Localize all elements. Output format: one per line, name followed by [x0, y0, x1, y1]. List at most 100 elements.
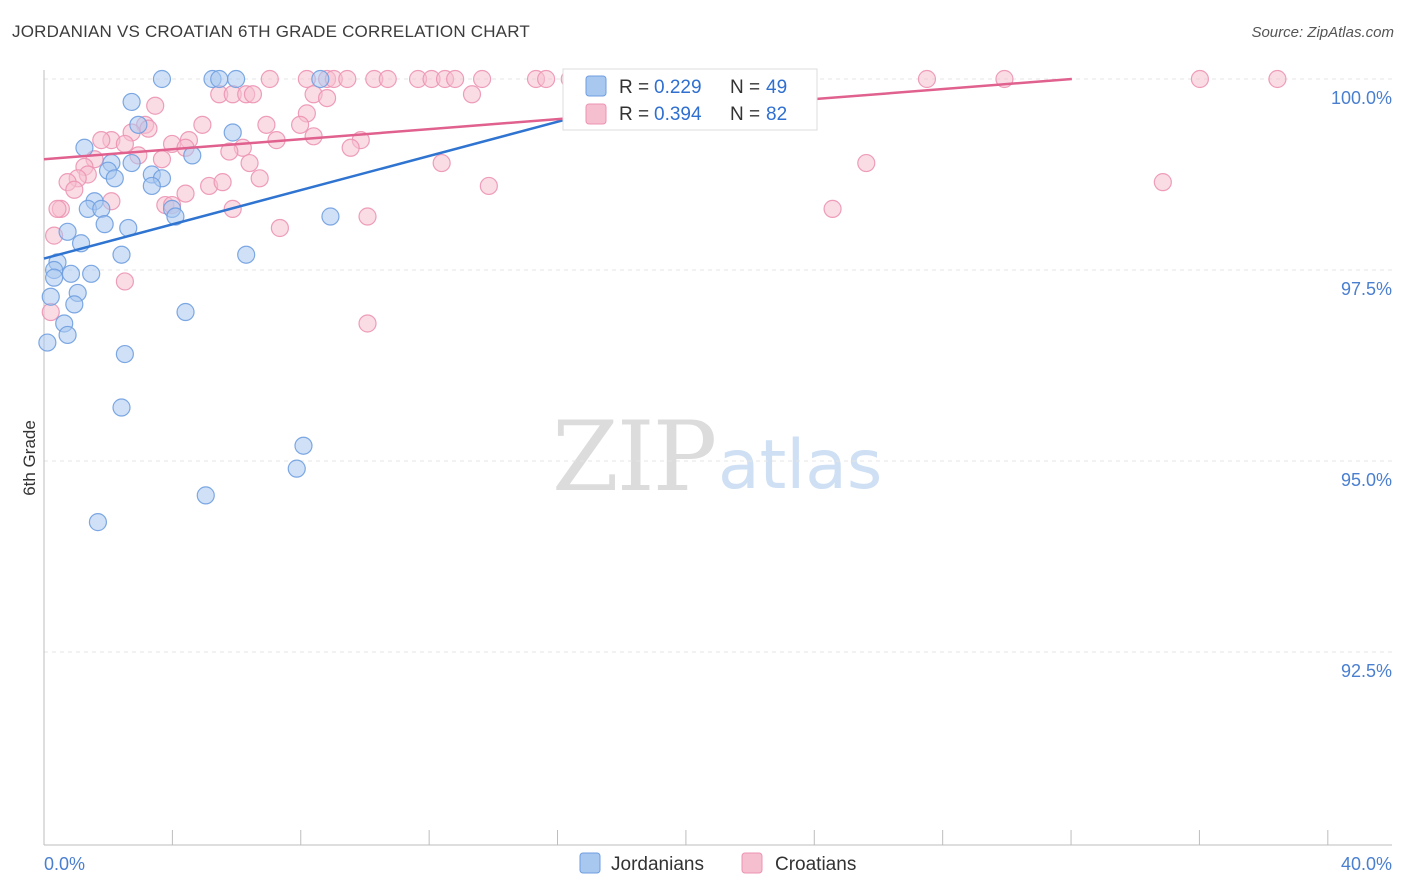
croatian-point: [446, 69, 465, 89]
jordanian-point: [112, 245, 131, 264]
source-label: Source: ZipAtlas.com: [1251, 24, 1394, 41]
jordanian-point: [129, 115, 148, 134]
x-tick-label-max: 40.0%: [1341, 854, 1392, 874]
croatian-point: [48, 199, 67, 218]
croatian-point: [260, 69, 279, 89]
croatian-point: [41, 302, 60, 322]
y-axis-tick-labels: 100.0% 97.5% 95.0% 92.5%: [1331, 88, 1392, 681]
jordanian-point: [75, 138, 94, 157]
jordanian-point: [210, 69, 229, 89]
croatian-point: [432, 153, 451, 173]
croatian-point: [473, 69, 492, 89]
jordanian-point: [95, 215, 114, 234]
croatian-trend-line: [43, 77, 1072, 161]
bottom-legend-label-croatians: Croatians: [775, 854, 856, 875]
bottom-legend-label-jordanians: Jordanians: [611, 854, 704, 875]
croatian-point: [270, 218, 289, 238]
legend-r-value-2: 0.394: [654, 104, 702, 125]
jordanian-point: [122, 92, 141, 112]
croatian-point: [341, 138, 360, 157]
croatian-point: [92, 131, 111, 150]
legend-n-label-1: N =: [730, 77, 760, 98]
croatian-point: [257, 115, 276, 134]
y-axis-label: 6th Grade: [20, 420, 39, 496]
jordanian-point: [45, 268, 64, 287]
jordanian-point: [294, 436, 313, 455]
croatian-point: [537, 69, 556, 89]
jordanian-point: [88, 513, 108, 532]
croatian-point: [917, 69, 937, 89]
jordanian-point: [115, 344, 134, 364]
croatian-point: [317, 88, 337, 108]
jordanian-point: [58, 325, 77, 345]
jordanian-point: [38, 333, 57, 352]
croatian-point: [358, 207, 377, 226]
jordanian-point: [226, 69, 246, 89]
y-tick-label: 100.0%: [1331, 88, 1392, 108]
croatian-point: [857, 153, 876, 173]
croatian-point: [65, 180, 84, 199]
x-axis-ticks: [171, 830, 1329, 845]
croatian-point: [823, 199, 842, 218]
jordanian-point: [112, 398, 131, 417]
trend-lines: [43, 77, 1072, 260]
jordanian-point: [223, 123, 242, 142]
croatian-point: [146, 96, 165, 115]
croatian-point: [243, 85, 263, 104]
legend-r-label-1: R =: [619, 77, 649, 98]
croatian-point: [115, 134, 134, 154]
y-tick-label: 97.5%: [1341, 279, 1392, 299]
legend-swatch-croatians: [585, 103, 607, 125]
jordanian-point: [321, 207, 340, 226]
jordanian-point: [176, 302, 195, 322]
jordanian-point: [92, 199, 111, 218]
croatian-point: [291, 115, 310, 134]
croatian-point: [193, 115, 212, 134]
jordanian-point: [82, 264, 101, 283]
croatian-point: [358, 314, 377, 333]
croatian-point: [1153, 173, 1172, 192]
legend-r-value-1: 0.229: [654, 77, 702, 98]
watermark-atlas: atlas: [718, 426, 882, 505]
jordanian-point: [152, 69, 172, 89]
croatian-point: [250, 169, 269, 188]
jordanian-point: [41, 287, 60, 306]
y-tick-label: 92.5%: [1341, 661, 1392, 681]
croatian-point: [479, 176, 498, 196]
jordanian-point: [311, 69, 330, 89]
jordanian-point: [142, 176, 161, 196]
x-tick-label-min: 0.0%: [44, 854, 85, 874]
y-tick-label: 95.0%: [1341, 470, 1392, 490]
croatian-point: [1268, 69, 1287, 89]
jordanian-point: [183, 146, 202, 165]
bottom-legend-swatch-croatians: [741, 852, 763, 874]
croatian-point: [152, 150, 172, 169]
croatian-point: [462, 85, 482, 104]
legend-n-value-1: 49: [766, 77, 787, 98]
croatian-point: [1190, 69, 1210, 89]
croatian-point: [240, 153, 259, 173]
bottom-legend-swatch-jordanians: [579, 852, 601, 874]
series-legend: Jordanians Croatians: [579, 852, 856, 875]
jordanian-point: [166, 207, 185, 226]
croatian-point: [176, 184, 195, 203]
jordanian-point: [196, 486, 215, 505]
legend-n-value-2: 82: [766, 104, 787, 125]
jordanian-point: [237, 245, 256, 264]
croatian-point: [213, 173, 232, 192]
legend-r-label-2: R =: [619, 104, 649, 125]
watermark-zip: ZIP: [552, 401, 715, 513]
croatian-point: [338, 69, 357, 89]
jordanian-point: [65, 295, 84, 314]
chart-title: JORDANIAN VS CROATIAN 6TH GRADE CORRELAT…: [12, 22, 530, 41]
jordanian-point: [105, 169, 124, 188]
scatter-points: [38, 69, 1287, 532]
croatian-point: [304, 127, 323, 146]
jordanian-point: [61, 264, 81, 283]
stats-legend: R = 0.229 N = 49 R = 0.394 N = 82: [562, 68, 818, 131]
jordanian-point: [122, 153, 141, 173]
croatian-point: [378, 69, 397, 89]
jordanian-point: [58, 222, 77, 241]
legend-n-label-2: N =: [730, 104, 760, 125]
